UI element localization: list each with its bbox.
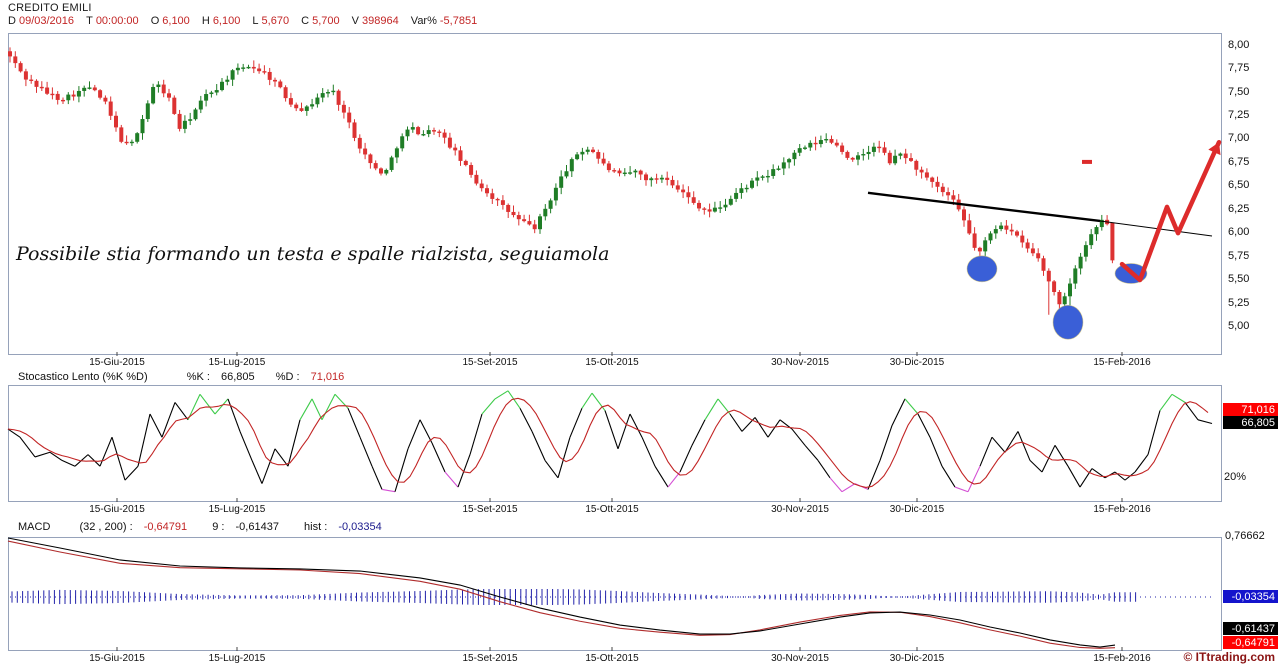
stoch-k-label: %K : xyxy=(186,371,210,383)
stochastic-chart-panel[interactable] xyxy=(8,385,1222,502)
symbol-title: CREDITO EMILI xyxy=(8,2,92,14)
field-label-o: O xyxy=(150,15,160,27)
price-tick-label: 5,00 xyxy=(1228,320,1250,332)
macd-value-badge: -0,64791 xyxy=(1223,636,1278,649)
price-tick-label: 5,75 xyxy=(1228,249,1250,262)
field-value-volume: 398964 xyxy=(362,15,399,27)
time-tick-label: 30-Dic-2015 xyxy=(889,357,945,368)
field-label-l: L xyxy=(252,15,259,27)
time-tick-label: 15-Ott-2015 xyxy=(585,653,639,664)
field-value-high: 6,100 xyxy=(212,15,241,27)
price-tick-label: 7,75 xyxy=(1228,62,1250,75)
price-tick-label: 6,25 xyxy=(1228,202,1250,215)
macd-hist-value: -0,03354 xyxy=(338,521,382,533)
macd-signal-value: -0,61437 xyxy=(235,521,279,533)
price-tick-label: 7,25 xyxy=(1228,109,1250,122)
time-tick-label: 30-Nov-2015 xyxy=(771,504,829,515)
macd-header: MACD (32 , 200) : -0,64791 9 : -0,61437 … xyxy=(18,521,382,533)
price-tick-label: 8,00 xyxy=(1228,38,1250,51)
time-tick-label: 15-Lug-2015 xyxy=(208,653,266,664)
macd-hist-label: hist : xyxy=(304,521,328,533)
stoch-d-value: 71,016 xyxy=(310,371,345,383)
field-label-h: H xyxy=(201,15,210,27)
time-tick-label: 15-Lug-2015 xyxy=(208,504,266,515)
field-label-v: V xyxy=(351,15,360,27)
time-tick-label: 15-Giu-2015 xyxy=(89,653,145,664)
field-label-t: T xyxy=(86,15,93,27)
field-label-var: Var% xyxy=(410,15,437,27)
macd-hist-badge: -0,03354 xyxy=(1223,590,1278,603)
time-tick-label: 15-Ott-2015 xyxy=(585,357,639,368)
time-tick-label: 15-Feb-2016 xyxy=(1093,504,1151,515)
price-tick-label: 5,25 xyxy=(1228,296,1250,309)
stoch-name: Stocastico Lento (%K %D) xyxy=(18,371,148,383)
macd-signal-badge: -0,61437 xyxy=(1223,622,1278,635)
price-tick-label: 6,50 xyxy=(1228,179,1250,192)
time-tick-label: 15-Set-2015 xyxy=(462,357,518,368)
field-label-d: D xyxy=(8,15,16,27)
time-tick-label: 30-Dic-2015 xyxy=(889,504,945,515)
time-tick-label: 15-Lug-2015 xyxy=(208,357,266,368)
stoch-header: Stocastico Lento (%K %D) %K : 66,805 %D … xyxy=(18,371,344,383)
stoch-d-badge: 71,016 xyxy=(1223,403,1278,416)
watermark-link[interactable]: © ITtrading.com xyxy=(1183,650,1275,664)
macd-params: (32 , 200) : xyxy=(79,521,133,533)
field-value-var: -5,7851 xyxy=(439,15,478,27)
price-tick-label: 5,50 xyxy=(1228,273,1250,286)
time-tick-label: 15-Feb-2016 xyxy=(1093,653,1151,664)
ohlc-info-line: D 09/03/2016 T 00:00:00 O 6,100 H 6,100 L 5,6… xyxy=(8,15,477,27)
price-tick-label: 6,75 xyxy=(1228,155,1250,168)
macd-top-label: 0,76662 xyxy=(1225,530,1265,542)
time-tick-label: 15-Set-2015 xyxy=(462,653,518,664)
field-value-close: 5,700 xyxy=(312,15,340,27)
current-price-badge: 5,700 xyxy=(1247,255,1275,267)
field-value-low: 5,670 xyxy=(261,15,290,27)
price-tick-label: 7,00 xyxy=(1228,132,1250,145)
stoch-k-value: 66,805 xyxy=(220,371,255,383)
time-tick-label: 15-Giu-2015 xyxy=(89,504,145,515)
macd-value: -0,64791 xyxy=(143,521,188,533)
stoch-k-badge: 66,805 xyxy=(1223,416,1278,429)
time-tick-label: 30-Nov-2015 xyxy=(771,653,829,664)
stoch-d-label: %D : xyxy=(275,371,300,383)
field-value-open: 6,100 xyxy=(162,15,190,27)
field-label-c: C xyxy=(301,15,310,27)
time-tick-label: 15-Ott-2015 xyxy=(585,504,639,515)
field-value-date: 09/03/2016 xyxy=(18,15,75,27)
time-tick-label: 30-Nov-2015 xyxy=(771,357,829,368)
time-tick-label: 15-Feb-2016 xyxy=(1093,357,1151,368)
price-tick-label: 6,00 xyxy=(1228,226,1250,239)
time-tick-label: 15-Giu-2015 xyxy=(89,357,145,368)
macd-chart-panel[interactable] xyxy=(8,537,1222,651)
time-tick-label: 30-Dic-2015 xyxy=(889,653,945,664)
candlestick-chart-panel[interactable] xyxy=(8,33,1222,355)
price-tick-label: 7,50 xyxy=(1228,85,1250,98)
time-tick-label: 15-Set-2015 xyxy=(462,504,518,515)
field-value-time: 00:00:00 xyxy=(95,15,139,27)
stoch-level-label: 20% xyxy=(1224,471,1247,483)
macd-name: MACD xyxy=(18,521,51,533)
macd-signal-label: 9 : xyxy=(212,521,225,533)
annotation-text: Possibile stia formando un testa e spall… xyxy=(16,243,610,265)
